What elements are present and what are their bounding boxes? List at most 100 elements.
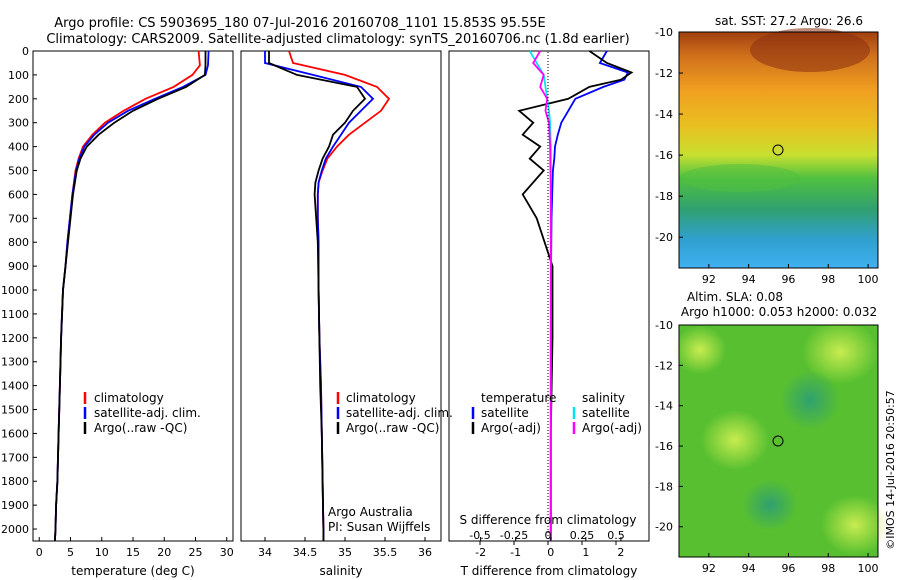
salinity-x-axis: 34 34.5 35 35.5 36 xyxy=(258,537,432,559)
sla-title1: Altim. SLA: 0.08 xyxy=(687,290,783,304)
legend-t-satellite: satellite xyxy=(481,406,529,420)
x-tick-label: 34 xyxy=(258,546,272,559)
depth-tick-label: 1200 xyxy=(1,332,29,345)
depth-tick-label: 1900 xyxy=(1,499,29,512)
x-tick-label: 35.5 xyxy=(373,546,398,559)
legend-argo: Argo(..raw -QC) xyxy=(346,421,439,435)
s-tick-label: 0.5 xyxy=(607,529,625,542)
depth-tick-label: 600 xyxy=(8,188,29,201)
sst-argo-marker xyxy=(772,144,784,156)
difference-legend: temperature satellite Argo(-adj) salinit… xyxy=(471,391,642,435)
sla-high-patch xyxy=(701,410,769,470)
sst-lat-axis: -10 -12 -14 -16 -18 -20 xyxy=(655,26,683,244)
depth-axis: 0 100 200 300 400 500 600 700 800 900 1000 1100 1200… xyxy=(1,45,37,536)
depth-tick-label: 0 xyxy=(22,45,29,58)
depth-tick-label: 1800 xyxy=(1,475,29,488)
sla-lat-axis: -10 -12 -14 -16 -18 -20 xyxy=(655,319,683,534)
header-line2: Climatology: CARS2009. Satellite-adjuste… xyxy=(46,32,629,47)
sst-title: sat. SST: 27.2 Argo: 26.6 xyxy=(715,14,863,28)
sla-high-patch xyxy=(674,326,726,374)
lat-tick-label: -18 xyxy=(655,480,673,493)
depth-tick-label: 800 xyxy=(8,236,29,249)
sst-map-image xyxy=(679,32,878,268)
sst-warm-patch xyxy=(750,28,870,72)
legend-s-argo: Argo(-adj) xyxy=(582,421,642,435)
sla-high-patch xyxy=(802,320,878,384)
s-diff-axis-label: S difference from climatology xyxy=(460,513,637,527)
depth-tick-label: 200 xyxy=(8,93,29,106)
legend-climatology: climatology xyxy=(346,391,416,405)
difference-lines xyxy=(517,50,634,541)
legend-argo: Argo(..raw -QC) xyxy=(94,421,187,435)
legend-temperature-head: temperature xyxy=(481,391,556,405)
sla-map-frame xyxy=(678,324,879,558)
x-tick-label: 35 xyxy=(338,546,352,559)
temperature-x-label: temperature (deg C) xyxy=(71,564,194,578)
lat-tick-label: -12 xyxy=(655,67,673,80)
legend-salinity-head: salinity xyxy=(582,391,625,405)
depth-tick-label: 1000 xyxy=(1,284,29,297)
salinity-x-label: salinity xyxy=(319,564,362,578)
x-tick-label: -2 xyxy=(475,546,486,559)
s-tick-label: -0.25 xyxy=(500,529,528,542)
salinity-legend: climatology satellite-adj. clim. Argo(..… xyxy=(336,391,453,435)
lon-tick-label: 98 xyxy=(821,273,835,286)
lon-tick-label: 92 xyxy=(702,562,716,575)
credit-line2: PI: Susan Wijffels xyxy=(328,520,430,534)
lat-tick-label: -16 xyxy=(655,440,673,453)
x-tick-label: 15 xyxy=(126,546,140,559)
x-tick-label: -1 xyxy=(510,546,521,559)
sla-map: -10 -12 -14 -16 -18 -20 92 94 96 98 100 xyxy=(655,319,889,575)
legend-satellite: satellite-adj. clim. xyxy=(346,406,453,420)
lat-tick-label: -20 xyxy=(655,521,673,534)
series-line xyxy=(517,50,634,541)
s-diff-ticks: -0.5 -0.25 0 0.25 0.5 xyxy=(469,529,625,545)
x-tick-label: 25 xyxy=(189,546,203,559)
sla-high-patch xyxy=(821,495,889,555)
lon-tick-label: 100 xyxy=(858,273,879,286)
series-line xyxy=(268,51,367,541)
depth-tick-label: 1500 xyxy=(1,404,29,417)
x-tick-label: 34.5 xyxy=(293,546,318,559)
depth-tick-label: 700 xyxy=(8,212,29,225)
lon-tick-label: 92 xyxy=(702,273,716,286)
s-tick-label: 0 xyxy=(545,529,552,542)
legend-satellite: satellite-adj. clim. xyxy=(94,406,201,420)
sla-lon-axis: 92 94 96 98 100 xyxy=(702,553,879,575)
lat-tick-label: -12 xyxy=(655,359,673,372)
depth-tick-label: 100 xyxy=(8,69,29,82)
depth-tick-label: 400 xyxy=(8,141,29,154)
lon-tick-label: 96 xyxy=(781,273,795,286)
depth-tick-label: 1700 xyxy=(1,451,29,464)
x-tick-label: 30 xyxy=(220,546,234,559)
t-diff-x-label: T difference from climatology xyxy=(460,564,638,578)
sla-low-patch xyxy=(780,370,840,430)
x-tick-label: 10 xyxy=(95,546,109,559)
x-tick-label: 36 xyxy=(418,546,432,559)
sla-low-patch xyxy=(742,479,798,531)
depth-tick-label: 1300 xyxy=(1,356,29,369)
sst-map: -10 -12 -14 -16 -18 -20 92 94 96 98 100 xyxy=(655,26,879,286)
s-tick-label: 0.25 xyxy=(570,529,595,542)
lon-tick-label: 96 xyxy=(781,562,795,575)
series-line xyxy=(532,50,552,541)
temperature-panel xyxy=(32,50,234,542)
legend-climatology: climatology xyxy=(94,391,164,405)
legend-t-argo: Argo(-adj) xyxy=(481,421,541,435)
x-tick-label: 1 xyxy=(582,546,589,559)
lon-tick-label: 100 xyxy=(858,562,879,575)
x-tick-label: 0 xyxy=(36,546,43,559)
sla-title2: Argo h1000: 0.053 h2000: 0.032 xyxy=(681,305,877,319)
lat-tick-label: -10 xyxy=(655,319,673,332)
lat-tick-label: -10 xyxy=(655,26,673,39)
depth-tick-label: 900 xyxy=(8,260,29,273)
depth-tick-label: 2000 xyxy=(1,523,29,536)
lat-tick-label: -16 xyxy=(655,149,673,162)
sla-argo-marker xyxy=(772,435,784,447)
lat-tick-label: -14 xyxy=(655,400,673,413)
legend-s-satellite: satellite xyxy=(582,406,630,420)
credit-line1: Argo Australia xyxy=(328,505,413,519)
lon-tick-label: 94 xyxy=(742,273,756,286)
header-line1: Argo profile: CS 5903695_180 07-Jul-2016… xyxy=(54,16,545,31)
